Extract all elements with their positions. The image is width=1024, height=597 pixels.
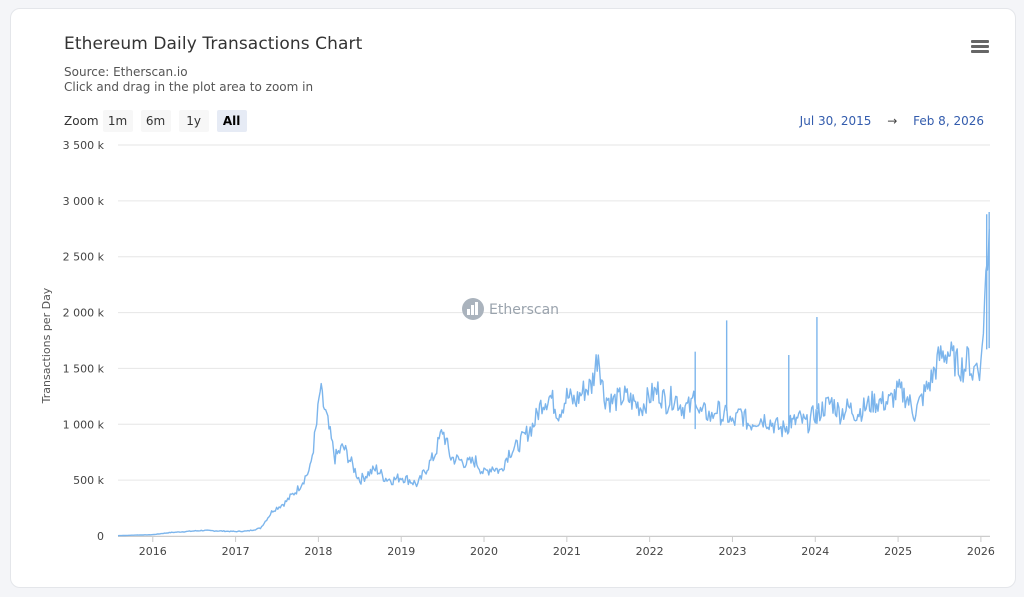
chart-source: Source: Etherscan.io [64, 65, 188, 79]
zoom-6m-button[interactable]: 6m [140, 110, 171, 132]
zoom-1m-button[interactable]: 1m [102, 110, 133, 132]
x-tick-label: 2017 [222, 545, 250, 558]
range-arrow: → [887, 114, 898, 128]
y-axis-title: Transactions per Day [40, 287, 53, 404]
range-to[interactable]: Feb 8, 2026 [913, 114, 984, 128]
x-tick-label: 2019 [387, 545, 415, 558]
logo-bar [471, 305, 474, 315]
zoom-selector: Zoom 1m 6m 1y All [64, 110, 255, 132]
x-tick-label: 2024 [801, 545, 829, 558]
x-tick-label: 2020 [470, 545, 498, 558]
x-tick-label: 2021 [553, 545, 581, 558]
chart-hint: Click and drag in the plot area to zoom … [64, 80, 314, 94]
y-tick-label: 3 000 k [63, 195, 105, 208]
y-tick-label: 1 500 k [63, 362, 105, 375]
zoom-1y-button[interactable]: 1y [178, 110, 209, 132]
date-range: Jul 30, 2015 → Feb 8, 2026 [796, 114, 988, 128]
zoom-all-button[interactable]: All [216, 110, 247, 132]
chart-title: Ethereum Daily Transactions Chart [64, 34, 363, 54]
x-tick-label: 2025 [884, 545, 912, 558]
series-line[interactable] [117, 228, 990, 537]
y-tick-label: 0 [97, 530, 104, 543]
x-tick-label: 2023 [718, 545, 746, 558]
y-tick-label: 3 500 k [63, 139, 105, 152]
y-tick-label: 2 500 k [63, 251, 105, 264]
hamburger-menu-icon[interactable] [971, 40, 989, 54]
range-from[interactable]: Jul 30, 2015 [799, 114, 872, 128]
logo-bar [475, 302, 478, 315]
logo-bar [467, 309, 470, 315]
y-tick-label: 500 k [73, 474, 104, 487]
watermark-text: Etherscan [489, 302, 559, 318]
x-tick-label: 2022 [636, 545, 664, 558]
y-tick-label: 1 000 k [63, 418, 105, 431]
y-tick-label: 2 000 k [63, 307, 105, 320]
zoom-label: Zoom [64, 114, 99, 128]
chart-card [10, 8, 1016, 588]
x-tick-label: 2016 [139, 545, 167, 558]
etherscan-watermark: Etherscan [462, 298, 559, 320]
x-tick-label: 2018 [304, 545, 332, 558]
x-tick-label: 2026 [967, 545, 995, 558]
